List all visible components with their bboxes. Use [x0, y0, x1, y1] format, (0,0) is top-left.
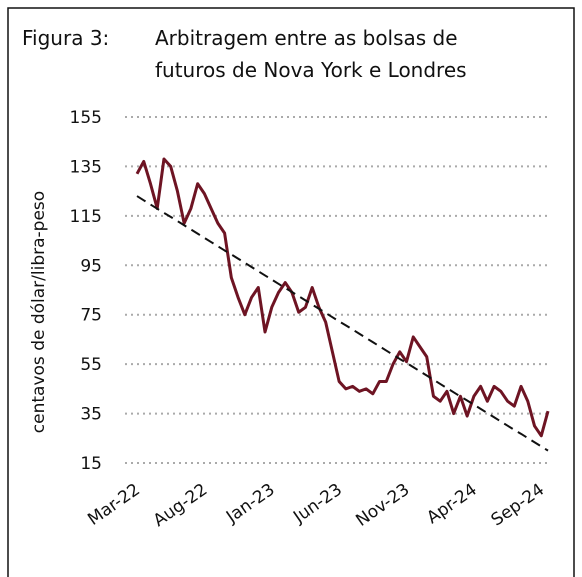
y-tick-label: 155 [70, 108, 102, 128]
frame [7, 7, 575, 577]
y-tick-label: 55 [80, 355, 102, 375]
y-tick-label: 15 [80, 454, 102, 474]
y-tick-label: 75 [80, 306, 102, 326]
x-tick-label: Jan-23 [222, 480, 279, 528]
y-tick-label: 115 [70, 207, 102, 227]
chart-title: Arbitragem entre as bolsas de [155, 26, 458, 50]
x-tick-label: Mar-22 [84, 480, 144, 530]
y-tick-label: 95 [80, 256, 102, 276]
figure-label: Figura 3: [22, 26, 109, 50]
y-axis-label: centavos de dólar/libra-peso [29, 191, 49, 433]
data-line [135, 157, 550, 438]
y-tick-label: 35 [80, 405, 102, 425]
x-tick-label: Sep-24 [488, 480, 548, 531]
y-tick-label: 135 [70, 157, 102, 177]
chart-title: futuros de Nova York e Londres [155, 58, 467, 82]
x-tick-label: Nov-23 [352, 480, 413, 531]
x-tick-label: Aug-22 [150, 480, 211, 531]
x-tick-label: Apr-24 [423, 480, 480, 529]
x-tick-label: Jun-23 [289, 480, 346, 528]
trend-line [136, 195, 549, 452]
